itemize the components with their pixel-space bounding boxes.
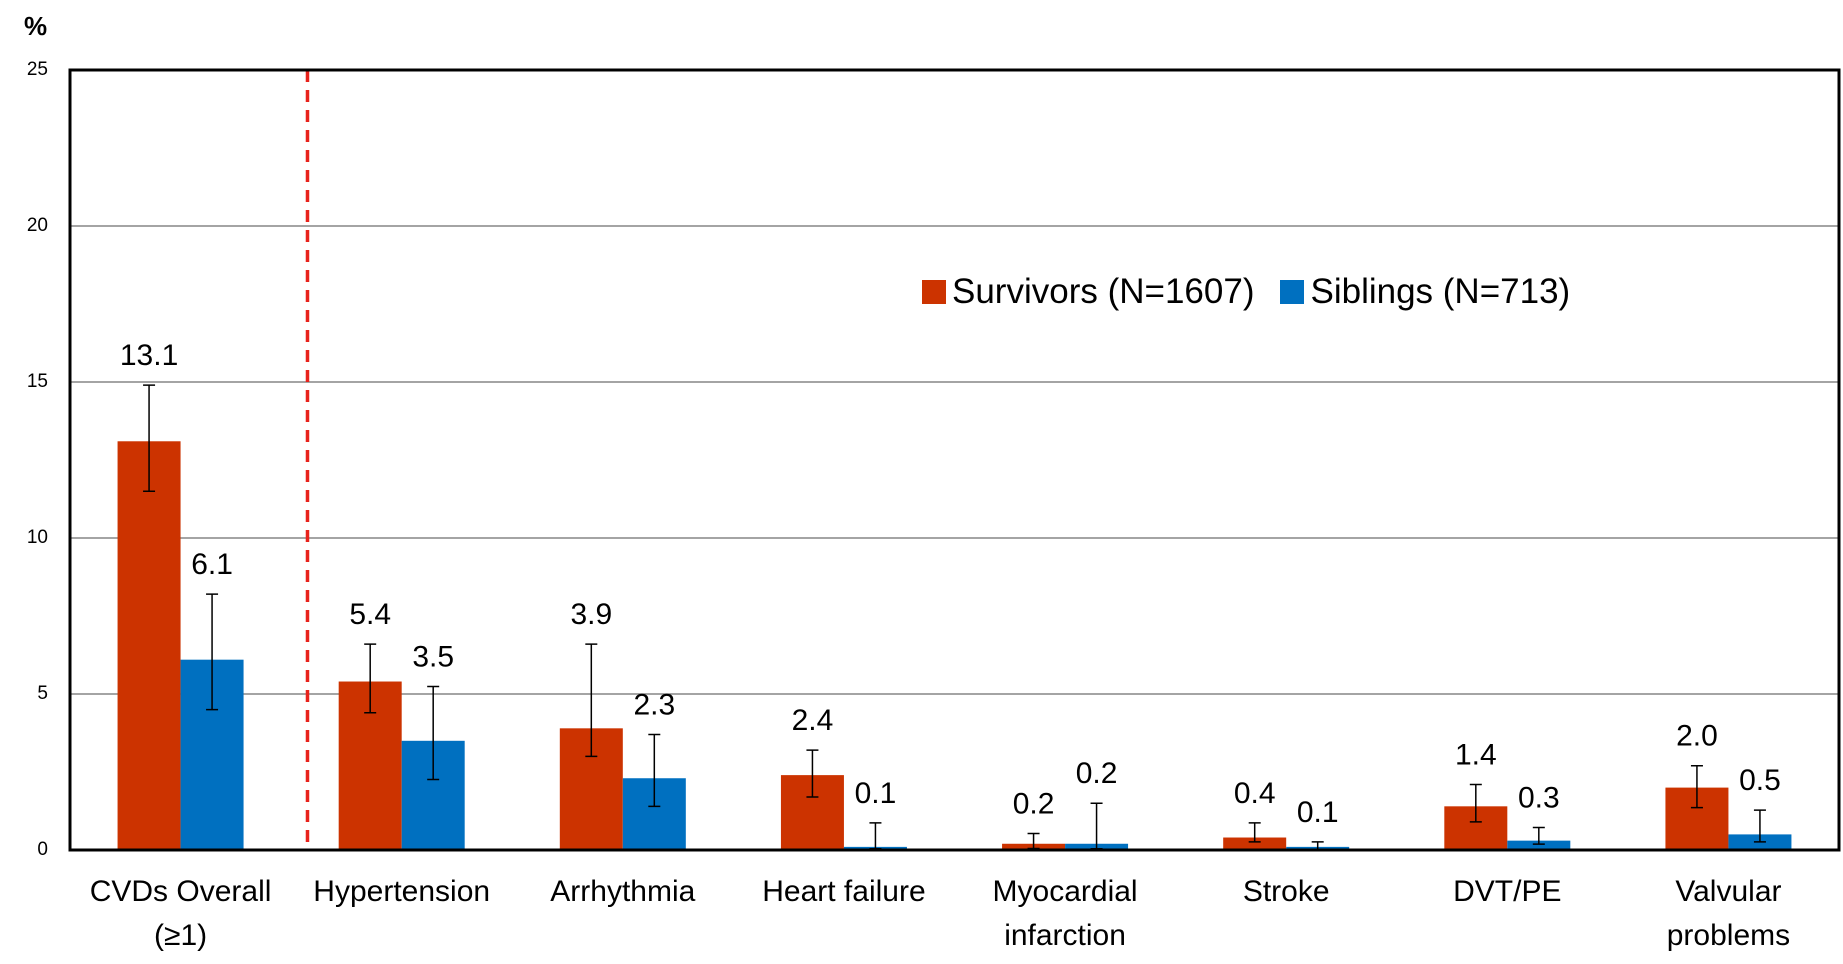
bar — [1223, 837, 1287, 850]
error-bar — [869, 822, 882, 850]
y-tick-label: 20 — [27, 215, 48, 236]
value-label: 2.0 — [1676, 720, 1718, 753]
error-bar — [1248, 822, 1261, 843]
x-tick-label: Arrhythmia — [550, 875, 696, 908]
value-label: 0.1 — [1297, 796, 1339, 829]
x-tick-label: Myocardial infarction — [992, 875, 1138, 952]
y-tick-label: 10 — [27, 527, 48, 548]
value-label: 0.5 — [1739, 764, 1781, 797]
legend-swatch — [922, 280, 946, 304]
error-bar — [1532, 826, 1545, 845]
bar — [117, 441, 181, 850]
value-label: 0.2 — [1076, 757, 1118, 790]
value-label: 0.1 — [855, 777, 897, 810]
value-label: 3.9 — [570, 598, 612, 631]
x-tick-label: Valvular problems — [1666, 875, 1791, 952]
x-tick-label: Hypertension — [313, 875, 491, 908]
y-tick-label: 0 — [37, 839, 48, 860]
error-bar — [806, 749, 819, 798]
legend-label: Siblings (N=713) — [1310, 272, 1571, 311]
bar — [1507, 840, 1571, 850]
error-bar — [364, 643, 377, 714]
value-label: 3.5 — [412, 640, 454, 673]
plot-frame — [68, 68, 1841, 852]
x-tick-label: Stroke — [1242, 875, 1330, 908]
error-bar — [143, 384, 156, 492]
error-bar — [648, 733, 661, 808]
value-label: 6.1 — [191, 548, 233, 581]
value-label: 2.4 — [792, 704, 834, 737]
error-bar — [1469, 783, 1482, 823]
error-bar — [206, 593, 219, 711]
value-label: 0.4 — [1234, 777, 1276, 810]
x-tick-label: Heart failure — [762, 875, 926, 908]
legend-item: Survivors (N=1607) — [922, 272, 1254, 312]
legend: Survivors (N=1607) Siblings (N=713) — [922, 272, 1570, 312]
error-bar — [585, 643, 598, 758]
value-label: 13.1 — [120, 339, 178, 372]
y-axis-label: % — [24, 11, 47, 41]
value-label: 0.2 — [1013, 787, 1055, 820]
value-label: 2.3 — [633, 688, 675, 721]
value-label: 5.4 — [349, 598, 391, 631]
y-tick-label: 5 — [37, 683, 48, 704]
x-tick-label: DVT/PE — [1453, 875, 1562, 908]
y-tick-label: 25 — [27, 59, 48, 80]
value-label: 1.4 — [1455, 738, 1497, 771]
error-bar — [1690, 765, 1703, 809]
legend-swatch — [1280, 280, 1305, 304]
legend-item: Siblings (N=713) — [1280, 272, 1570, 312]
value-label: 0.3 — [1518, 781, 1560, 814]
error-bar — [1753, 809, 1766, 843]
legend-label: Survivors (N=1607) — [952, 272, 1255, 311]
error-bar — [1027, 832, 1040, 850]
error-bar — [427, 685, 440, 781]
y-tick-label: 15 — [27, 371, 48, 392]
x-tick-label: CVDs Overall (≥1) — [89, 875, 272, 952]
error-bar — [1090, 802, 1103, 850]
